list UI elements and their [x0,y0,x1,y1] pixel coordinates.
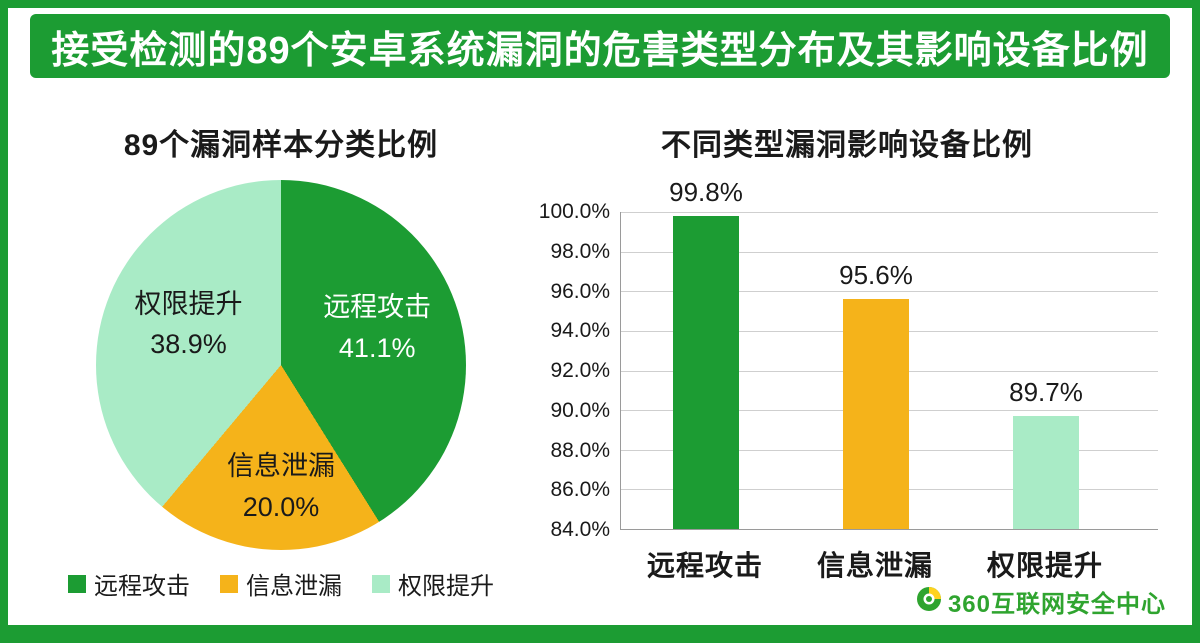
bar-slot-remote-attack: 99.8% [621,177,791,529]
legend-item-remote-attack: 远程攻击 [68,566,190,601]
bar-slot-privilege-escalation: 89.7% [961,212,1131,529]
bar-privilege-escalation [1013,416,1079,529]
pie-slice-name: 权限提升 [134,288,243,319]
pie-chart: 权限提升 38.9% 远程攻击 41.1% 信息泄漏 20.0% [96,180,466,550]
x-tick-remote-attack: 远程攻击 [646,550,763,581]
brand-name: 360互联网安全中心 [947,591,1166,618]
pie-chart-section: 89个漏洞样本分类比例 权限提升 38.9% 远程攻击 41.1% 信息泄漏 2… [26,78,536,601]
y-axis: 100.0% 98.0% 96.0% 94.0% 92.0% 90.0% 88.… [538,200,610,541]
360-logo-icon [916,586,942,617]
legend-item-info-leak: 信息泄漏 [220,566,342,601]
legend-swatch-amber [220,574,238,593]
charts-area: 89个漏洞样本分类比例 权限提升 38.9% 远程攻击 41.1% 信息泄漏 2… [8,78,1192,601]
x-tick-privilege-escalation: 权限提升 [986,550,1103,581]
x-axis: 远程攻击 信息泄漏 权限提升 [536,544,1158,584]
bar-chart-section: 不同类型漏洞影响设备比例 100.0% 98.0% 96.0% 94.0% 92… [536,78,1158,601]
bar-slot-info-leak: 95.6% [791,212,961,529]
pie-label-remote-attack: 远程攻击 41.1% [296,287,459,368]
pie-slice-name: 远程攻击 [323,292,432,323]
legend-swatch-mint [372,574,390,593]
gridline [621,291,1158,293]
pie-chart-title: 89个漏洞样本分类比例 [123,129,439,162]
legend-swatch-green [68,574,86,593]
pie-legend: 远程攻击 信息泄漏 权限提升 [68,566,494,601]
brand-footer: 360互联网安全中心 [916,584,1166,619]
bar-info-leak [843,299,909,529]
pie-slice-percent: 20.0% [242,491,320,522]
bar-value-label: 99.8% [669,176,743,207]
pie-slice-percent: 38.9% [150,329,227,360]
bars: 99.8% 95.6% 89.7% [621,177,1158,529]
pie-label-privilege-escalation: 权限提升 38.9% [107,284,270,365]
legend-label: 远程攻击 [94,573,190,600]
gridline [621,212,1158,213]
legend-label: 权限提升 [398,573,494,600]
plot-area: 99.8% 95.6% 89.7% [620,177,1158,530]
bar-chart: 100.0% 98.0% 96.0% 94.0% 92.0% 90.0% 88.… [536,177,1158,541]
x-tick-info-leak: 信息泄漏 [816,550,933,581]
gridline [621,251,1158,253]
bar-value-label: 89.7% [1009,377,1083,408]
page-title: 接受检测的89个安卓系统漏洞的危害类型分布及其影响设备比例 [30,14,1170,78]
legend-label: 信息泄漏 [246,573,342,600]
pie-slice-percent: 41.1% [338,332,416,363]
pie-label-info-leak: 信息泄漏 20.0% [196,446,366,527]
pie-slice-name: 信息泄漏 [226,451,335,482]
legend-item-privilege-escalation: 权限提升 [372,566,494,601]
bar-value-label: 95.6% [839,260,913,291]
bar-chart-title: 不同类型漏洞影响设备比例 [661,129,1033,162]
bar-remote-attack [673,215,739,529]
pie-graphic [96,180,466,550]
